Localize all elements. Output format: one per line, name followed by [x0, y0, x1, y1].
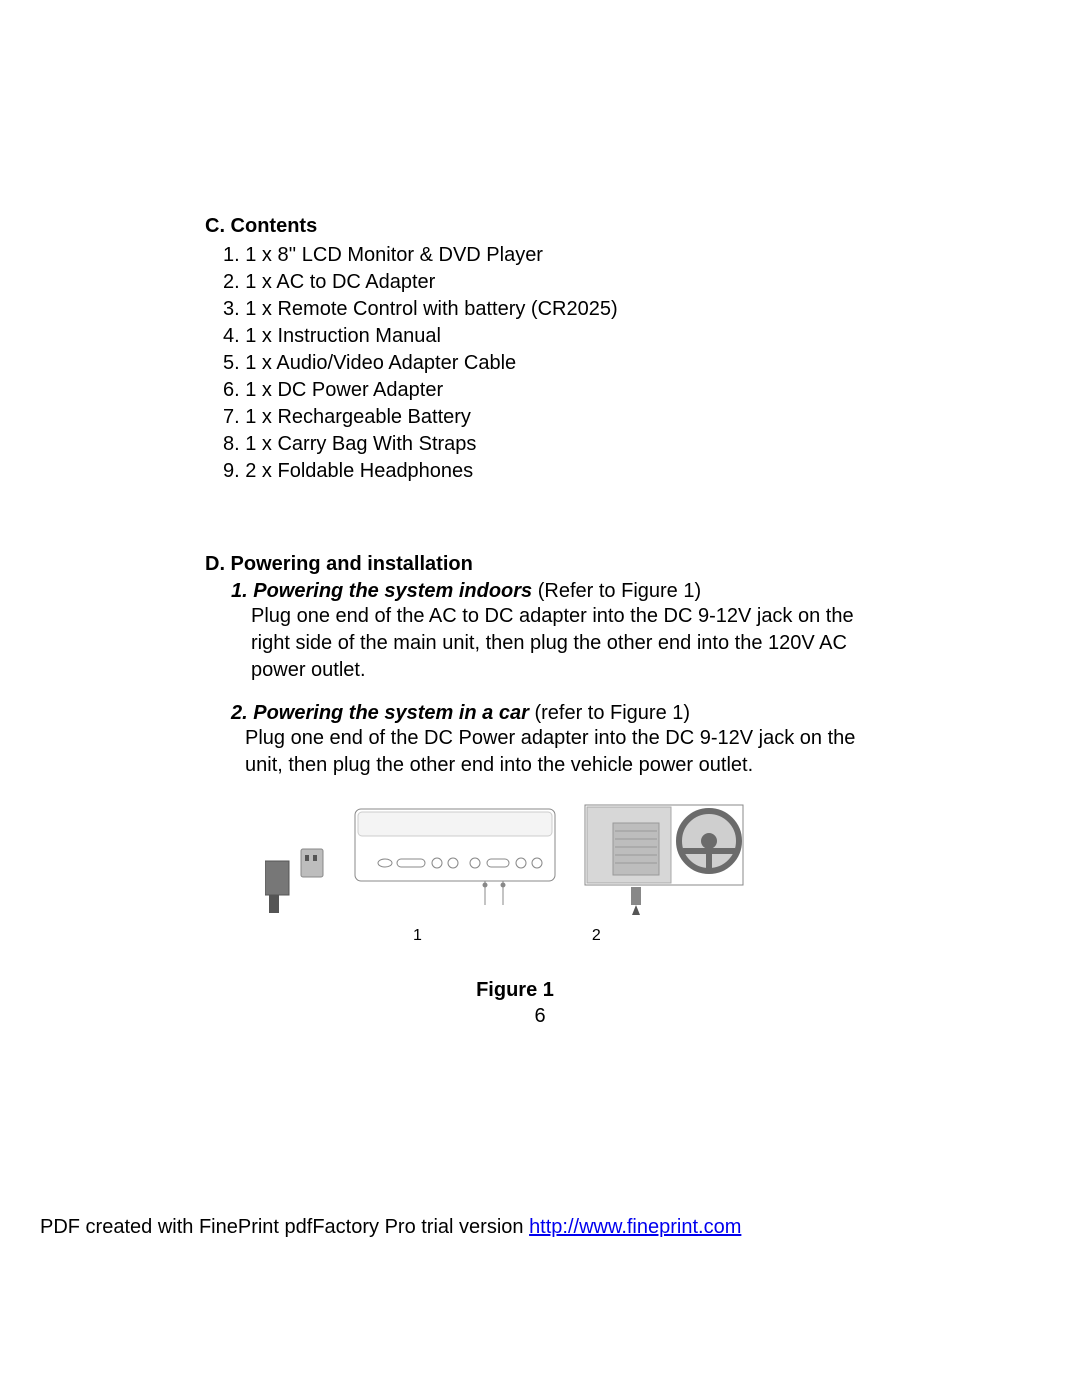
sub1-body: Plug one end of the AC to DC adapter int… — [231, 603, 891, 684]
list-item: 8. 1 x Carry Bag With Straps — [223, 431, 980, 458]
sub1-tail: (Refer to Figure 1) — [532, 580, 701, 602]
figure-1: 1 2 Figure 1 — [265, 801, 765, 1002]
list-item: 1. 1 x 8'' LCD Monitor & DVD Player — [223, 242, 980, 269]
sub2-tail: (refer to Figure 1) — [529, 702, 690, 724]
list-item: 9. 2 x Foldable Headphones — [223, 458, 980, 485]
section-c: C. Contents 1. 1 x 8'' LCD Monitor & DVD… — [205, 215, 980, 485]
list-item: 6. 1 x DC Power Adapter — [223, 377, 980, 404]
list-item: 7. 1 x Rechargeable Battery — [223, 404, 980, 431]
page-number: 6 — [0, 1005, 1080, 1028]
figure-label-1: 1 — [413, 927, 422, 945]
list-item: 4. 1 x Instruction Manual — [223, 323, 980, 350]
footer: PDF created with FinePrint pdfFactory Pr… — [40, 1216, 741, 1239]
contents-list: 1. 1 x 8'' LCD Monitor & DVD Player 2. 1… — [205, 242, 980, 485]
footer-link[interactable]: http://www.fineprint.com — [529, 1216, 741, 1238]
figure-label-2: 2 — [592, 927, 601, 945]
sub2-lead: 2. Powering the system in a car — [231, 702, 529, 724]
figure-labels: 1 2 — [265, 927, 765, 945]
figure-1-svg — [265, 801, 745, 921]
subsection-1: 1. Powering the system indoors (Refer to… — [205, 580, 980, 684]
section-d: D. Powering and installation 1. Powering… — [205, 553, 980, 1002]
section-d-heading: D. Powering and installation — [205, 553, 980, 576]
list-item: 5. 1 x Audio/Video Adapter Cable — [223, 350, 980, 377]
sub2-body: Plug one end of the DC Power adapter int… — [231, 725, 891, 779]
footer-prefix: PDF created with FinePrint pdfFactory Pr… — [40, 1216, 529, 1238]
list-item: 2. 1 x AC to DC Adapter — [223, 269, 980, 296]
list-item: 3. 1 x Remote Control with battery (CR20… — [223, 296, 980, 323]
subsection-2: 2. Powering the system in a car (refer t… — [205, 702, 980, 779]
sub1-lead: 1. Powering the system indoors — [231, 580, 532, 602]
section-c-heading: C. Contents — [205, 215, 980, 238]
figure-caption: Figure 1 — [265, 979, 765, 1002]
